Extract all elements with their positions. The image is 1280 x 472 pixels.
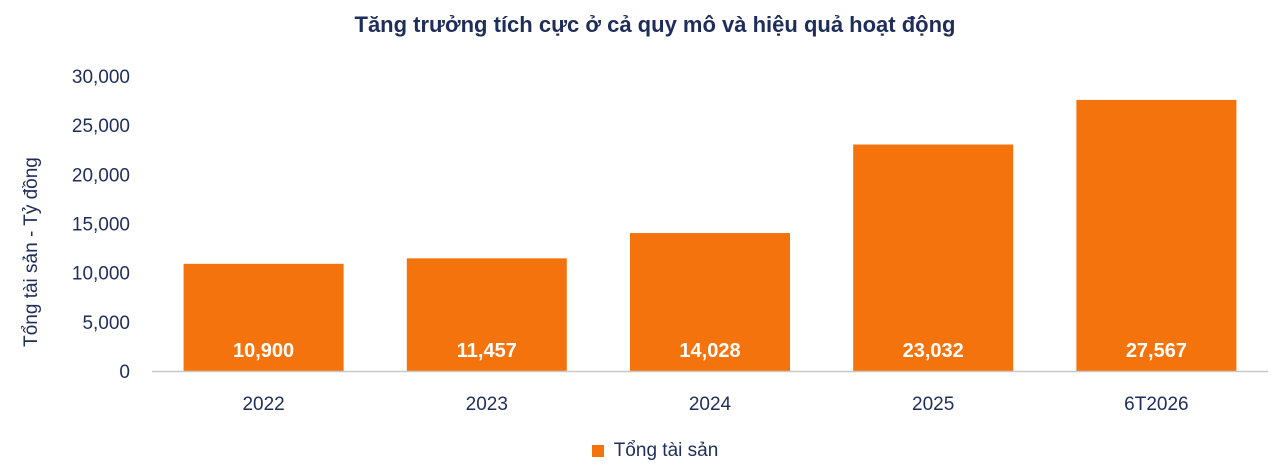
bar: [183, 263, 344, 371]
bar: [630, 233, 790, 371]
data-label: 10,900: [233, 340, 294, 362]
x-tick-label: 2025: [912, 394, 954, 415]
legend: Tổng tài sản: [0, 440, 1280, 462]
x-tick-label: 6T2026: [1124, 394, 1188, 415]
y-tick-label: 15,000: [72, 215, 130, 236]
bar: [406, 258, 567, 371]
data-label: 27,567: [1126, 340, 1187, 362]
y-tick-label: 20,000: [72, 165, 130, 186]
chart-title: Tăng trưởng tích cực ở cả quy mô và hiệu…: [354, 12, 956, 37]
bar: [853, 144, 1014, 371]
x-tick-label: 2023: [466, 394, 508, 415]
x-tick-label: 2024: [689, 394, 732, 415]
y-tick-label: 30,000: [72, 67, 130, 88]
legend-swatch: [591, 445, 604, 457]
y-tick-label: 10,000: [72, 264, 130, 285]
data-label: 11,457: [457, 340, 517, 362]
legend-label: Tổng tài sản: [613, 440, 719, 461]
bar: [1076, 99, 1237, 371]
y-tick-label: 5,000: [82, 313, 130, 334]
y-tick-label: 0: [119, 362, 130, 383]
y-tick-label: 25,000: [72, 116, 130, 137]
data-label: 14,028: [679, 340, 740, 362]
data-label: 23,032: [903, 340, 964, 362]
x-tick-label: 2022: [242, 394, 284, 415]
